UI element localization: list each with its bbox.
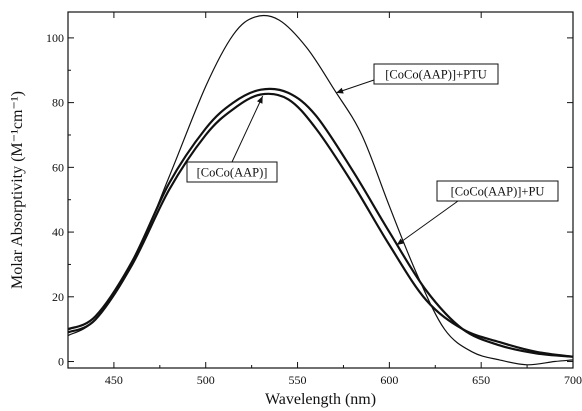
annotation-arrow bbox=[231, 95, 264, 163]
arrowhead-icon bbox=[256, 96, 263, 104]
y-tick-label: 40 bbox=[52, 225, 64, 239]
x-tick-label: 550 bbox=[289, 373, 307, 387]
y-tick-label: 60 bbox=[52, 160, 64, 174]
x-tick-label: 600 bbox=[380, 373, 398, 387]
annotation-label: [CoCo(AAP)]+PU bbox=[451, 185, 545, 199]
annotation-label: [CoCo(AAP)] bbox=[197, 166, 268, 180]
series-line-3 bbox=[68, 92, 573, 358]
y-tick-label: 20 bbox=[52, 290, 64, 304]
arrowhead-icon bbox=[336, 87, 344, 94]
y-axis-title: Molar Absorptivity (M⁻¹cm⁻¹) bbox=[9, 91, 26, 289]
y-tick-label: 80 bbox=[52, 96, 64, 110]
annotation-box bbox=[373, 63, 499, 85]
y-tick-label: 100 bbox=[46, 31, 64, 45]
annotation-arrow bbox=[396, 200, 459, 246]
series-line-1 bbox=[68, 14, 573, 366]
x-tick-label: 500 bbox=[197, 373, 215, 387]
series-line-2 bbox=[68, 87, 573, 358]
x-tick-label: 450 bbox=[105, 373, 123, 387]
plot-frame bbox=[67, 11, 574, 369]
y-tick-label: 0 bbox=[58, 355, 64, 369]
x-tick-label: 650 bbox=[472, 373, 490, 387]
annotation-label: [CoCo(AAP)]+PTU bbox=[385, 68, 487, 82]
plot-area: 450 500 550 600 650 700 0 20 40 60 80 100 [CoCo(AAP)… bbox=[46, 11, 582, 387]
arrowhead-icon bbox=[396, 238, 405, 246]
x-tick-label: 700 bbox=[564, 373, 582, 387]
annotation-box bbox=[436, 180, 559, 202]
x-axis-title: Wavelength (nm) bbox=[265, 391, 376, 408]
